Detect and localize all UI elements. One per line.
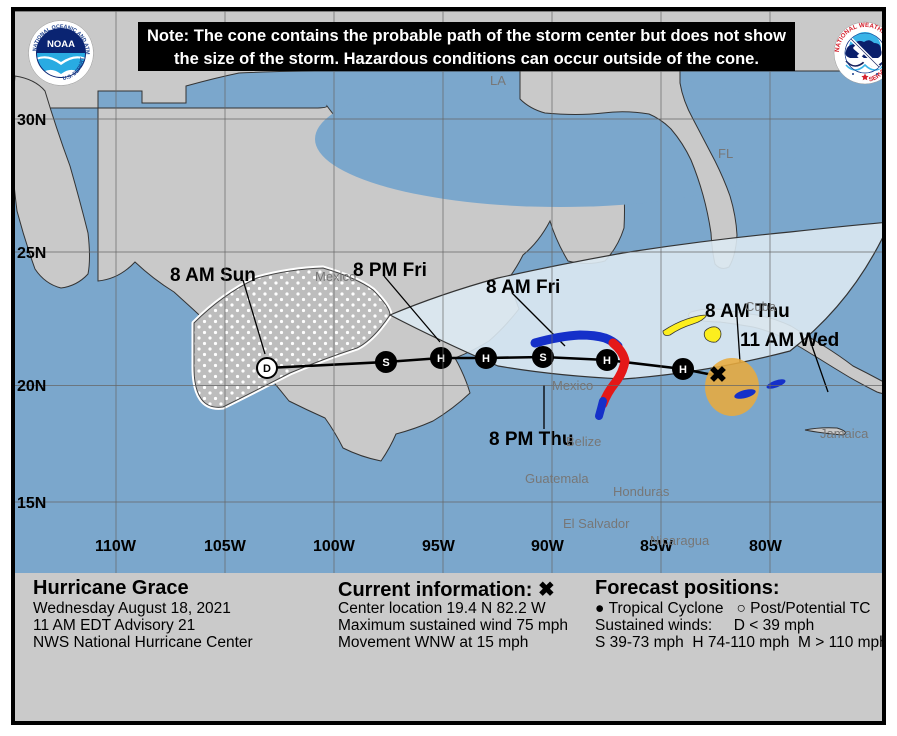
svg-text:H: H (603, 355, 611, 367)
svg-text:D: D (263, 363, 271, 375)
svg-text:8 AM Sun: 8 AM Sun (170, 265, 256, 286)
svg-text:H: H (679, 364, 687, 376)
svg-text:8 PM Thu: 8 PM Thu (489, 429, 573, 450)
svg-text:S: S (539, 352, 546, 364)
svg-text:NOAA: NOAA (47, 39, 75, 50)
svg-text:8 AM Fri: 8 AM Fri (486, 277, 560, 298)
svg-text:11 AM Wed: 11 AM Wed (740, 330, 839, 351)
svg-text:✖: ✖ (709, 362, 727, 387)
svg-text:H: H (437, 353, 445, 365)
svg-text:S: S (382, 357, 389, 369)
svg-text:8 PM Fri: 8 PM Fri (353, 260, 427, 281)
svg-text:H: H (482, 353, 490, 365)
